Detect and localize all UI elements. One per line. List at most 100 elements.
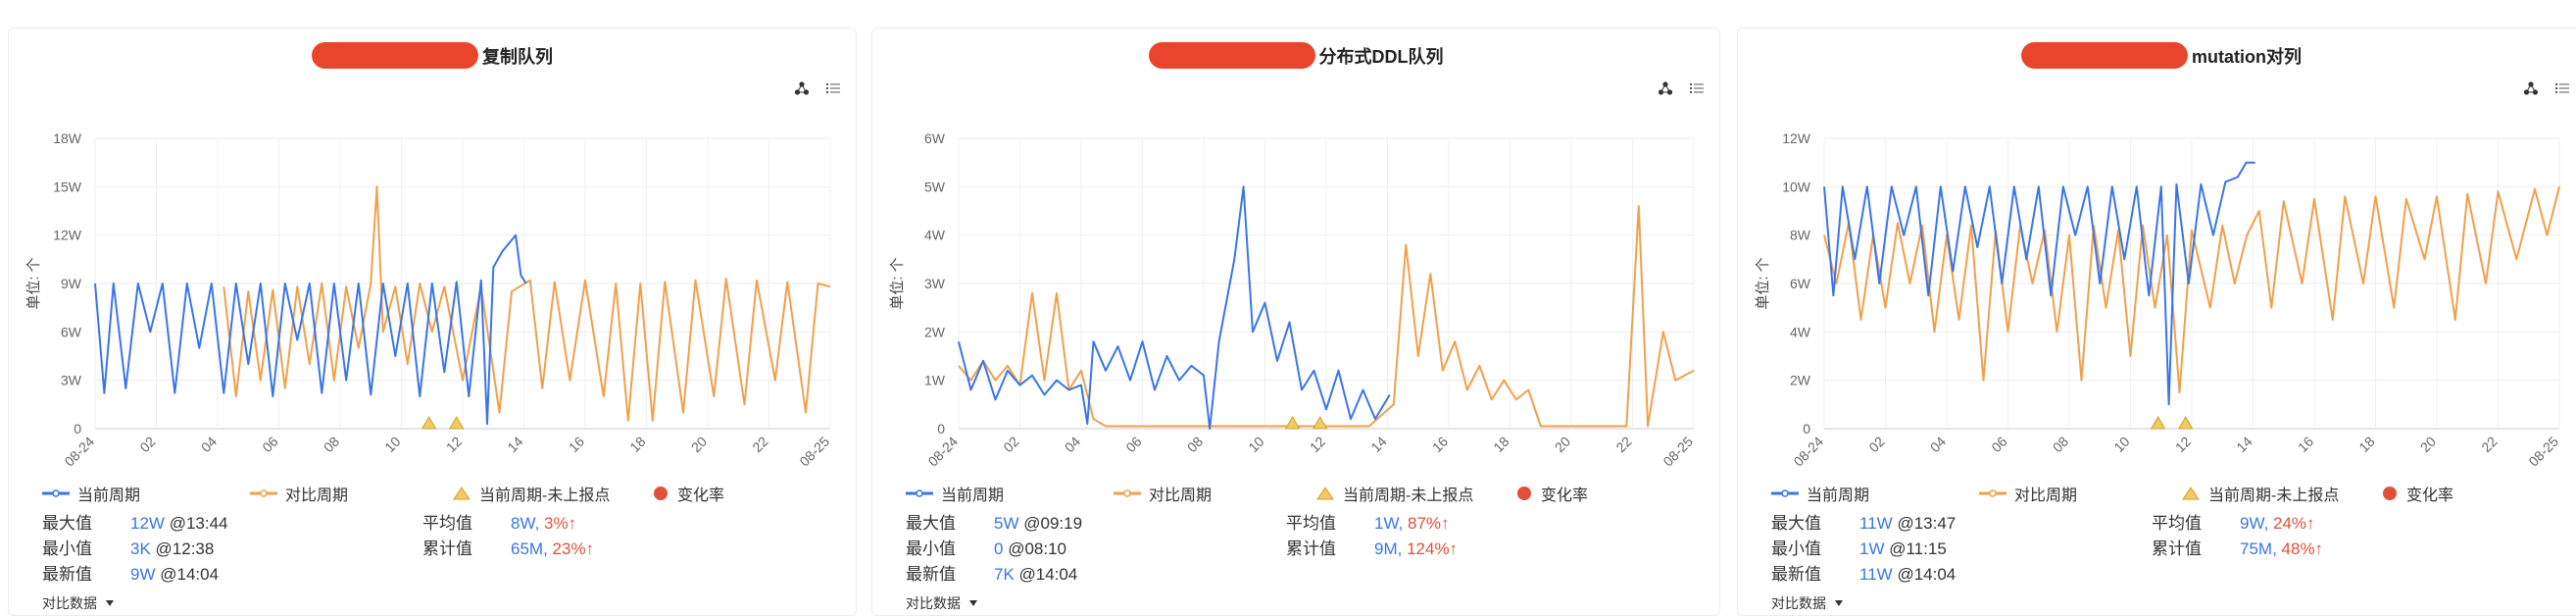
stat-latest-label: 最新值	[42, 565, 92, 584]
legend-change-label: 变化率	[1541, 488, 1589, 504]
x-tick-label: 14	[1367, 434, 1389, 455]
stat-latest-time: @14:04	[1018, 565, 1078, 584]
legend-change-label: 变化率	[677, 488, 725, 504]
compare-data-dropdown[interactable]: 对比数据	[1771, 593, 1844, 613]
y-tick-label: 1W	[924, 373, 946, 388]
y-tick-label: 2W	[1790, 373, 1811, 388]
y-tick-label: 3W	[924, 276, 946, 291]
y-tick-label: 2W	[924, 324, 946, 339]
chart-panel-ddl: 分布式DDL队列 0 1W 2W 3W 4W 5W 6W 08-24 02 04 06 08 10 12 1…	[871, 27, 1720, 616]
missing-point-marker[interactable]	[2150, 416, 2166, 430]
stat-latest-value: 9W	[130, 565, 156, 584]
y-axis-label: 单位: 个	[889, 257, 906, 309]
series-current-line[interactable]	[1823, 161, 2255, 406]
legend-missing[interactable]: 当前周期-未上报点	[1315, 482, 1473, 505]
compare-data-dropdown[interactable]: 对比数据	[42, 593, 115, 613]
x-tick-label: 08	[2050, 434, 2071, 455]
legend-missing[interactable]: 当前周期-未上报点	[2181, 482, 2339, 505]
missing-point-marker[interactable]	[448, 416, 465, 430]
stat-latest: 最新值 7K @14:04	[906, 560, 1077, 584]
line-chart[interactable]: 0 2W 4W 6W 8W 10W 12W 08-24 02 04 06 08 10 12 14 16 18 20…	[1738, 97, 2576, 480]
x-tick-label: 06	[1988, 434, 2009, 455]
x-tick-label: 10	[2110, 434, 2132, 455]
x-tick-label: 08-24	[61, 434, 97, 470]
y-axis-label: 单位: 个	[1755, 257, 1771, 309]
cluster-icon[interactable]	[793, 79, 811, 97]
x-tick-label: 04	[1062, 434, 1083, 455]
x-tick-label: 02	[136, 434, 158, 455]
legend-compare[interactable]: 对比周期	[1114, 482, 1212, 505]
stat-avg-pct: 87%↑	[1408, 514, 1450, 533]
stat-max-label: 最大值	[906, 514, 956, 533]
legend-current[interactable]: 当前周期	[1771, 482, 1869, 505]
series-current-line[interactable]	[94, 233, 527, 426]
stat-total-pct: 48%↑	[2281, 539, 2324, 558]
legend-compare[interactable]: 对比周期	[250, 482, 348, 505]
x-tick-label: 08-24	[1790, 434, 1826, 470]
redacted-mask	[1148, 42, 1315, 69]
stat-min-label: 最小值	[1771, 539, 1821, 558]
dot-icon	[2383, 487, 2397, 500]
x-tick-label: 16	[2295, 434, 2316, 455]
missing-point-marker[interactable]	[421, 416, 437, 430]
y-tick-label: 10W	[1782, 179, 1811, 194]
compare-data-dropdown[interactable]: 对比数据	[906, 593, 978, 613]
legend-compare-label: 对比周期	[2014, 488, 2078, 504]
chart-toolbar	[2522, 77, 2571, 99]
line-chart[interactable]: 0 3W 6W 9W 12W 15W 18W 08-24 02 04 06 08 10 12 14 16 18 2…	[9, 97, 858, 480]
missing-point-marker[interactable]	[2177, 416, 2194, 430]
stat-avg-value: 1W	[1374, 514, 1399, 533]
y-tick-label: 8W	[1790, 228, 1811, 243]
series-current-line[interactable]	[958, 185, 1391, 430]
legend-change[interactable]: 变化率	[2381, 482, 2453, 505]
line-chart[interactable]: 0 1W 2W 3W 4W 5W 6W 08-24 02 04 06 08 10 12 14 16 18 20 22…	[872, 97, 1721, 480]
chart-panel-mutation: mutation对列 0 2W 4W 6W 8W 10W 12W 08-24 02 04 06 08 1…	[1737, 27, 2576, 616]
compare-data-label: 对比数据	[906, 595, 961, 611]
series-compare-line[interactable]	[1823, 186, 2560, 393]
chart-title-row: mutation对列	[1738, 42, 2576, 74]
stat-avg: 平均值 8W, 3%↑	[422, 509, 576, 533]
missing-point-marker[interactable]	[1284, 416, 1301, 430]
triangle-icon	[2182, 487, 2200, 500]
y-tick-label: 6W	[61, 324, 82, 339]
stat-total: 累计值 65M, 23%↑	[422, 535, 594, 558]
x-tick-label: 12	[2172, 434, 2194, 455]
legend-missing[interactable]: 当前周期-未上报点	[452, 482, 610, 505]
cluster-icon[interactable]	[1657, 79, 1674, 97]
list-icon[interactable]	[2553, 79, 2571, 97]
chart-title: mutation对列	[2192, 46, 2302, 67]
series-compare-line[interactable]	[223, 185, 831, 422]
series-compare-line[interactable]	[958, 205, 1695, 428]
legend-current[interactable]: 当前周期	[906, 482, 1004, 505]
legend-missing-label: 当前周期-未上报点	[1343, 488, 1474, 504]
stat-min-time: @12:38	[155, 539, 215, 558]
stat-max-value: 5W	[994, 514, 1019, 533]
legend-compare[interactable]: 对比周期	[1979, 482, 2077, 505]
x-tick-label: 02	[1000, 434, 1021, 455]
cluster-icon[interactable]	[2522, 79, 2540, 97]
list-icon[interactable]	[1688, 79, 1706, 97]
y-tick-label: 15W	[53, 179, 82, 194]
x-tick-label: 08	[1184, 434, 1206, 455]
legend-current[interactable]: 当前周期	[42, 482, 140, 505]
legend-change[interactable]: 变化率	[1515, 482, 1588, 505]
x-tick-label: 12	[1307, 434, 1328, 455]
x-tick-label: 14	[504, 434, 525, 455]
x-tick-label: 08-24	[924, 434, 961, 470]
legend-compare-label: 对比周期	[285, 488, 349, 504]
stat-latest-label: 最新值	[906, 565, 956, 584]
y-tick-label: 6W	[1790, 276, 1811, 291]
legend-current-label: 当前周期	[1807, 488, 1870, 504]
y-tick-label: 4W	[924, 228, 946, 243]
x-tick-label: 22	[1612, 434, 1634, 455]
legend-change[interactable]: 变化率	[652, 482, 724, 505]
stat-total-label: 累计值	[2152, 539, 2202, 558]
stat-min: 最小值 0 @08:10	[906, 535, 1066, 558]
chart-title: 复制队列	[482, 46, 553, 67]
list-icon[interactable]	[824, 79, 842, 97]
stat-min-value: 3K	[130, 539, 151, 558]
x-tick-label: 20	[688, 434, 710, 455]
missing-point-marker[interactable]	[1312, 416, 1328, 430]
stat-max: 最大值 5W @09:19	[906, 509, 1082, 533]
stat-total-pct: 124%↑	[1407, 539, 1459, 558]
